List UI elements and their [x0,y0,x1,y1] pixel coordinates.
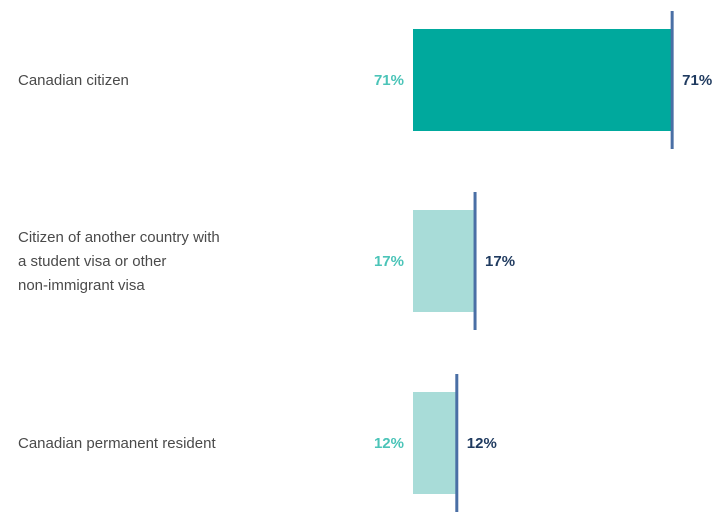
category-label-line: Citizen of another country with [18,229,220,246]
category-label-line: Canadian permanent resident [18,435,216,452]
comparison-label: 12% [467,435,497,452]
category-label: Canadian citizen [18,72,129,89]
category-label-line: Canadian citizen [18,72,129,89]
bars [413,29,673,494]
value-label: 71% [374,72,404,89]
category-label-line: non-immigrant visa [18,277,145,294]
category-label: Citizen of another country with a student… [18,229,220,294]
comparison-label: 17% [485,253,515,270]
value-label: 12% [374,435,404,452]
bar [413,29,673,131]
category-labels: Canadian citizen Citizen of another count… [18,72,220,452]
bar [413,392,457,494]
comparison-markers [455,11,674,512]
category-label-line: a student visa or other [18,253,166,270]
value-label: 17% [374,253,404,270]
value-labels: 71% 71% 17% 17% 12% 12% [374,72,712,452]
bar [413,210,476,312]
category-label: Canadian permanent resident [18,435,216,452]
comparison-label: 71% [682,72,712,89]
